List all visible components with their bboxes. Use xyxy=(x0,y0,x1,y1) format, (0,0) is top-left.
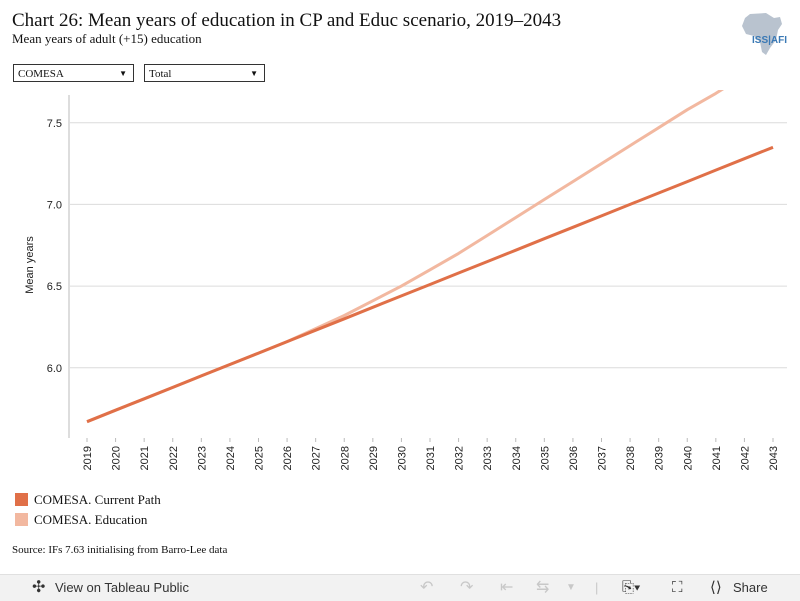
x-tick-label: 2020 xyxy=(111,446,123,470)
chart-subtitle: Mean years of adult (+15) education xyxy=(12,31,202,46)
logo-text: ISS|AFI xyxy=(752,35,787,46)
fullscreen-icon[interactable]: ⛶ xyxy=(672,579,683,596)
y-axis-label: Mean years xyxy=(24,236,36,294)
x-tick-label: 2043 xyxy=(768,446,780,470)
x-tick-label: 2037 xyxy=(597,446,609,470)
y-tick-label: 6.5 xyxy=(47,281,62,293)
undo-icon[interactable]: ↶ xyxy=(420,579,434,596)
x-tick-label: 2027 xyxy=(311,446,323,470)
region-select-value: COMESA xyxy=(18,68,64,80)
tableau-toolbar: ✣ View on Tableau Public ↶ ↷ ⇤ ⇆ ▼ | ⎘▾ … xyxy=(0,574,800,601)
series-line-education[interactable] xyxy=(86,90,773,424)
chevron-down-icon: ▼ xyxy=(119,69,127,78)
download-icon[interactable]: ⎘▾ xyxy=(622,579,641,596)
source-note: Source: IFs 7.63 initialising from Barro… xyxy=(12,544,228,556)
series-line-current-path[interactable] xyxy=(86,145,774,424)
legend-item-education[interactable]: COMESA. Education xyxy=(15,510,161,530)
x-tick-label: 2033 xyxy=(482,446,494,470)
x-tick-label: 2025 xyxy=(254,446,266,470)
x-tick-label: 2026 xyxy=(282,446,294,470)
y-axis-ticks: 6.0 6.5 7.0 7.5 xyxy=(47,118,62,375)
region-select[interactable]: COMESA ▼ xyxy=(13,64,134,82)
x-tick-label: 2029 xyxy=(368,446,380,470)
revert-icon[interactable]: ⇤ xyxy=(500,579,514,596)
tableau-icon: ✣ xyxy=(32,579,46,596)
view-on-tableau-link[interactable]: View on Tableau Public xyxy=(55,580,189,595)
x-tick-label: 2019 xyxy=(82,446,94,470)
chevron-down-icon: ▼ xyxy=(250,69,258,78)
share-button[interactable]: Share xyxy=(733,580,768,595)
x-tick-label: 2028 xyxy=(339,446,351,470)
legend-label: COMESA. Current Path xyxy=(34,492,161,507)
refresh-icon[interactable]: ⇆ xyxy=(536,579,550,596)
legend-swatch xyxy=(15,493,28,506)
legend: COMESA. Current Path COMESA. Education xyxy=(15,490,161,530)
y-tick-label: 7.5 xyxy=(47,118,62,130)
measure-select-value: Total xyxy=(149,68,172,80)
x-tick-label: 2032 xyxy=(454,446,466,470)
redo-icon[interactable]: ↷ xyxy=(460,579,474,596)
x-tick-label: 2030 xyxy=(396,446,408,470)
line-chart: 6.0 6.5 7.0 7.5 2019 2020 2021 2022 2023 2024 202… xyxy=(24,90,787,470)
legend-item-current-path[interactable]: COMESA. Current Path xyxy=(15,490,161,510)
x-tick-label: 2039 xyxy=(654,446,666,470)
x-tick-label: 2024 xyxy=(225,446,237,470)
y-tick-label: 7.0 xyxy=(47,199,62,211)
y-tick-label: 6.0 xyxy=(47,363,62,375)
x-axis-ticks: 2019 2020 2021 2022 2023 2024 2025 2026 2027 2028… xyxy=(82,438,780,470)
chart-title: Chart 26: Mean years of education in CP … xyxy=(12,10,562,31)
x-tick-label: 2036 xyxy=(568,446,580,470)
series-lines xyxy=(86,90,774,424)
x-tick-label: 2023 xyxy=(196,446,208,470)
measure-select[interactable]: Total ▼ xyxy=(144,64,265,82)
toolbar-divider: | xyxy=(595,580,599,595)
legend-swatch xyxy=(15,513,28,526)
chevron-down-icon[interactable]: ▼ xyxy=(566,582,576,593)
legend-label: COMESA. Education xyxy=(34,512,148,527)
iss-africa-logo: ISS|AFI xyxy=(742,13,787,55)
x-tick-label: 2034 xyxy=(511,446,523,470)
gridlines xyxy=(70,122,787,369)
x-tick-label: 2022 xyxy=(168,446,180,470)
x-tick-label: 2042 xyxy=(739,446,751,470)
x-tick-label: 2031 xyxy=(425,446,437,470)
x-tick-label: 2021 xyxy=(139,446,151,470)
x-tick-label: 2040 xyxy=(682,446,694,470)
share-icon[interactable]: ⟨⟩ xyxy=(710,579,722,596)
x-tick-label: 2041 xyxy=(711,446,723,470)
x-tick-label: 2038 xyxy=(625,446,637,470)
x-tick-label: 2035 xyxy=(539,446,551,470)
